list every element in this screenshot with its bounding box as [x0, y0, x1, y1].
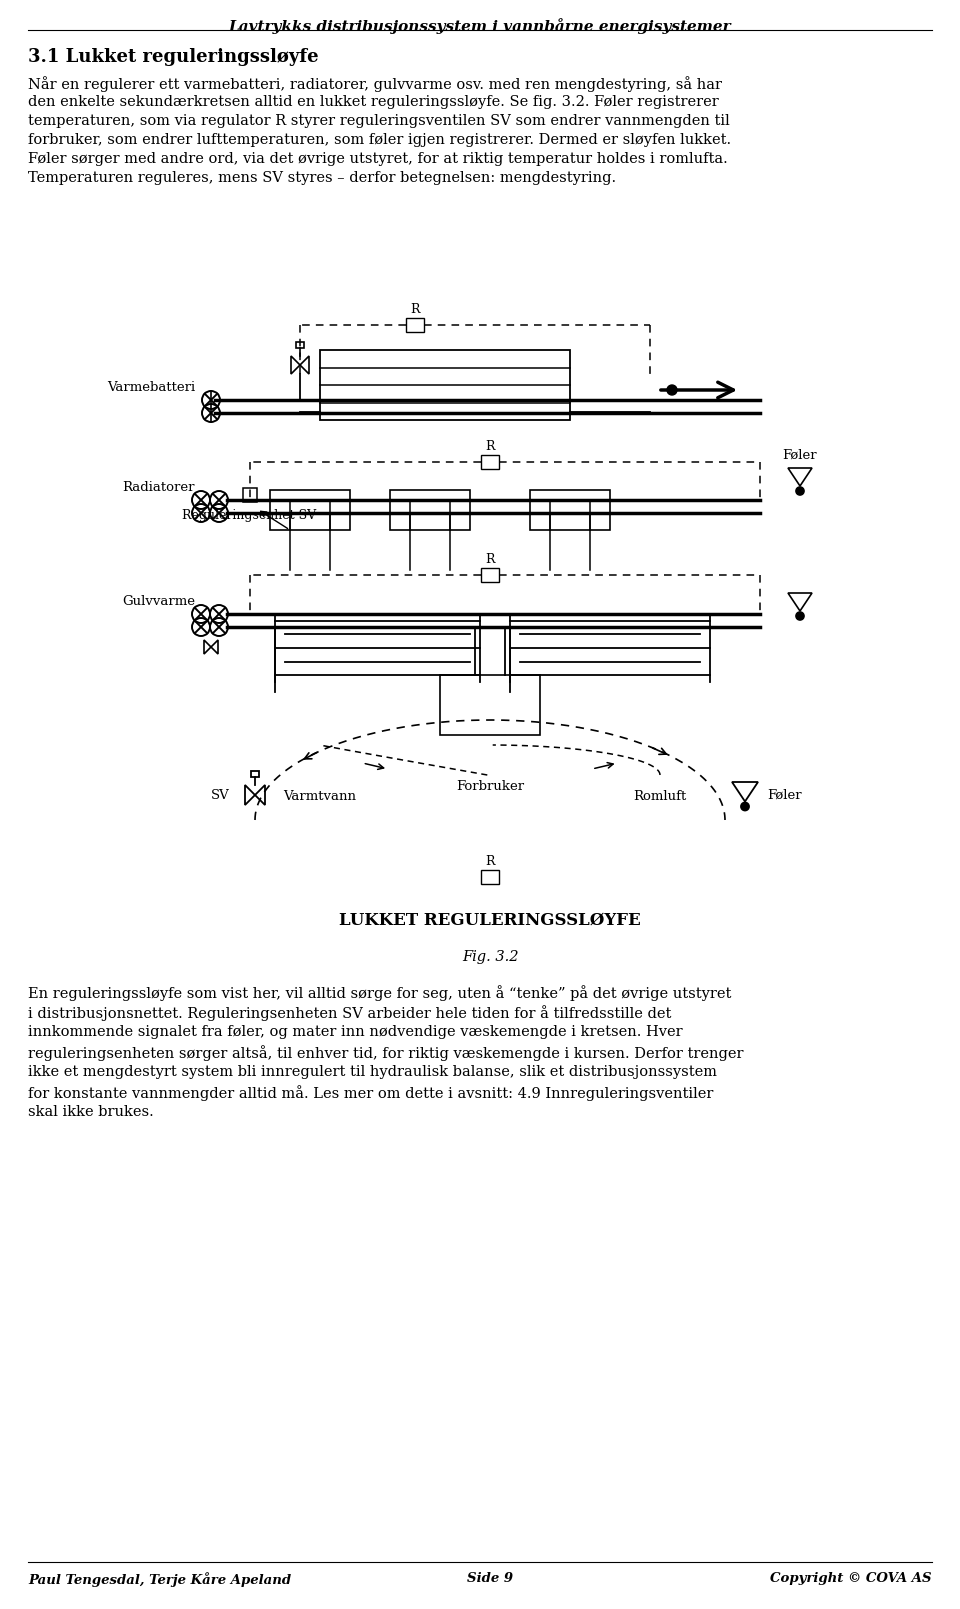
Text: i distribusjonsnettet. Reguleringsenheten SV arbeider hele tiden for å tilfredss: i distribusjonsnettet. Reguleringsenhete…	[28, 1006, 671, 1020]
Text: Lavtrykks distribusjonssystem i vannbårne energisystemer: Lavtrykks distribusjonssystem i vannbårn…	[228, 18, 732, 34]
Text: Gulvvarme: Gulvvarme	[122, 595, 195, 608]
Bar	[481, 870, 499, 883]
Text: forbruker, som endrer lufttemperaturen, som føler igjen registrerer. Dermed er s: forbruker, som endrer lufttemperaturen, …	[28, 134, 732, 146]
Text: Fig. 3.2: Fig. 3.2	[462, 949, 518, 964]
Text: Føler: Føler	[767, 788, 802, 801]
Circle shape	[667, 385, 677, 394]
Bar	[406, 319, 424, 331]
Text: for konstante vannmengder alltid må. Les mer om dette i avsnitt: 4.9 Innreguleri: for konstante vannmengder alltid må. Les…	[28, 1084, 713, 1101]
Text: Side 9: Side 9	[467, 1572, 513, 1585]
Text: Forbruker: Forbruker	[456, 780, 524, 793]
Text: Romluft: Romluft	[634, 790, 686, 803]
Circle shape	[796, 611, 804, 619]
Text: skal ikke brukes.: skal ikke brukes.	[28, 1105, 154, 1118]
Text: temperaturen, som via regulator R styrer reguleringsventilen SV som endrer vannm: temperaturen, som via regulator R styrer…	[28, 114, 730, 129]
Bar	[251, 771, 259, 777]
Bar	[296, 343, 304, 348]
Text: ikke et mengdestyrt system bli innregulert til hydraulisk balanse, slik et distr: ikke et mengdestyrt system bli innregule…	[28, 1065, 717, 1080]
Text: R: R	[485, 439, 494, 454]
Text: R: R	[485, 553, 494, 566]
Text: SV: SV	[211, 788, 230, 801]
Bar	[390, 491, 470, 529]
Text: R: R	[485, 854, 494, 867]
Bar	[530, 491, 610, 529]
Text: Varmtvann: Varmtvann	[283, 790, 356, 803]
Text: Varmebatteri: Varmebatteri	[107, 381, 195, 394]
Text: Føler: Føler	[782, 449, 817, 462]
Bar	[440, 676, 540, 735]
Bar	[243, 488, 257, 502]
Circle shape	[796, 488, 804, 496]
Bar	[481, 455, 499, 468]
Text: 3.1 Lukket reguleringssløyfe: 3.1 Lukket reguleringssløyfe	[28, 48, 319, 66]
Text: Radiatorer: Radiatorer	[123, 481, 195, 494]
Bar	[270, 491, 350, 529]
Text: innkommende signalet fra føler, og mater inn nødvendige væskemengde i kretsen. H: innkommende signalet fra føler, og mater…	[28, 1025, 683, 1039]
Bar	[481, 568, 499, 582]
Text: Paul Tengesdal, Terje Kåre Apeland: Paul Tengesdal, Terje Kåre Apeland	[28, 1572, 291, 1586]
Text: Copyright © COVA AS: Copyright © COVA AS	[770, 1572, 932, 1585]
Text: LUKKET REGULERINGSSLØYFE: LUKKET REGULERINGSSLØYFE	[339, 912, 641, 928]
Text: Når en regulerer ett varmebatteri, radiatorer, gulvvarme osv. med ren mengdestyr: Når en regulerer ett varmebatteri, radia…	[28, 76, 722, 92]
Text: den enkelte sekundærkretsen alltid en lukket reguleringssløyfe. Se fig. 3.2. Føl: den enkelte sekundærkretsen alltid en lu…	[28, 95, 719, 109]
Bar	[320, 351, 570, 420]
Text: R: R	[410, 302, 420, 315]
Text: Reguleringsenhet SV: Reguleringsenhet SV	[182, 508, 316, 521]
Text: Føler sørger med andre ord, via det øvrige utstyret, for at riktig temperatur ho: Føler sørger med andre ord, via det øvri…	[28, 151, 728, 166]
Text: En reguleringssløyfe som vist her, vil alltid sørge for seg, uten å “tenke” på d: En reguleringssløyfe som vist her, vil a…	[28, 985, 732, 1001]
Text: Temperaturen reguleres, mens SV styres – derfor betegnelsen: mengdestyring.: Temperaturen reguleres, mens SV styres –…	[28, 171, 616, 185]
Circle shape	[741, 803, 749, 811]
Text: reguleringsenheten sørger altså, til enhver tid, for riktig væskemengde i kursen: reguleringsenheten sørger altså, til enh…	[28, 1044, 743, 1060]
